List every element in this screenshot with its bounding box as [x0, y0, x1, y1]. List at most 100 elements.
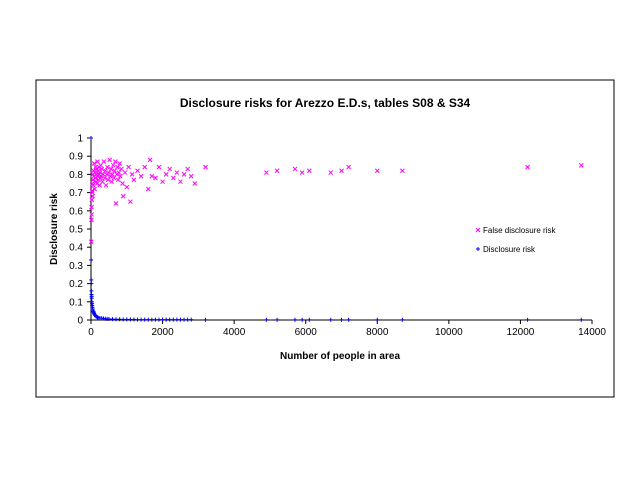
data-point	[102, 168, 108, 174]
data-point	[292, 166, 298, 172]
data-point	[578, 162, 584, 168]
data-point	[108, 166, 114, 172]
x-tick-label: 4000	[223, 327, 246, 338]
legend-item-disclosure-risk: Disclosure risk	[476, 245, 536, 254]
data-point	[109, 179, 115, 185]
data-point	[110, 172, 115, 177]
data-point	[174, 170, 180, 175]
x-tick-label: 14000	[578, 327, 606, 338]
data-point	[129, 172, 135, 177]
chart-area-border	[35, 79, 615, 398]
data-point	[110, 162, 116, 168]
y-tick-label: 0.8	[69, 170, 83, 181]
data-point	[178, 179, 183, 185]
x-ticks: 0 2000 4000 6000 8000 10000 12000 14000	[88, 320, 606, 338]
y-tick-label: 0.1	[69, 297, 83, 308]
data-point	[91, 161, 97, 166]
data-point	[89, 217, 94, 223]
data-point	[117, 317, 122, 322]
data-point	[307, 317, 312, 322]
data-point	[120, 181, 125, 186]
data-point	[167, 166, 173, 172]
data-point	[171, 317, 176, 322]
data-point	[105, 164, 110, 170]
data-point	[170, 175, 176, 181]
x-tick-label: 8000	[366, 327, 389, 338]
legend-marker	[475, 227, 481, 233]
data-point	[97, 170, 103, 175]
data-point	[98, 162, 104, 168]
legend-label: False disclosure risk	[483, 226, 556, 235]
data-point	[131, 317, 136, 322]
data-point	[135, 168, 140, 174]
x-tick-label: 6000	[295, 327, 318, 338]
data-point	[90, 182, 96, 188]
plus-marker-icon	[476, 247, 480, 251]
data-point	[292, 317, 297, 322]
y-tick-label: 0.6	[69, 206, 83, 217]
data-point	[102, 175, 107, 181]
data-point	[192, 181, 198, 186]
data-point	[264, 317, 269, 322]
y-tick-label: 0.5	[69, 225, 83, 236]
legend: False disclosure risk Disclosure risk	[475, 226, 556, 254]
data-point	[164, 317, 169, 322]
y-tick-label: 0	[77, 316, 83, 327]
data-point	[149, 317, 154, 322]
data-point	[113, 201, 119, 206]
data-point	[300, 317, 305, 322]
legend-label: Disclosure risk	[483, 245, 536, 254]
data-point	[124, 184, 130, 190]
data-point	[114, 317, 119, 322]
data-point	[89, 212, 95, 217]
data-point	[146, 317, 151, 322]
data-point	[90, 193, 95, 199]
data-point	[346, 317, 351, 322]
data-point	[120, 193, 126, 199]
data-point	[156, 317, 161, 322]
data-point	[138, 173, 144, 179]
series-1	[89, 136, 584, 322]
data-point	[579, 317, 584, 322]
data-point	[149, 173, 155, 179]
data-point	[400, 317, 405, 322]
data-point	[100, 172, 106, 177]
x-tick-label: 10000	[435, 327, 463, 338]
data-point	[178, 317, 183, 322]
data-point	[525, 164, 530, 170]
data-point	[89, 204, 94, 210]
data-point	[525, 317, 530, 322]
data-point	[153, 317, 158, 322]
data-point	[163, 172, 169, 177]
data-point	[339, 317, 344, 322]
y-axis-label: Disclosure risk	[49, 193, 60, 265]
data-point	[275, 317, 280, 322]
data-point	[110, 317, 115, 322]
data-point	[174, 317, 179, 322]
data-point	[88, 239, 94, 245]
data-point	[116, 170, 122, 175]
data-point	[89, 281, 94, 286]
series-layer	[88, 136, 584, 322]
data-point	[89, 197, 95, 203]
data-point	[185, 317, 190, 322]
data-point	[95, 159, 100, 165]
data-point	[103, 182, 109, 188]
x-axis-label: Number of people in area	[280, 351, 400, 362]
data-point	[92, 186, 97, 192]
y-tick-label: 1	[77, 134, 83, 145]
data-point	[274, 168, 280, 174]
data-point	[89, 136, 93, 140]
data-point	[145, 186, 151, 192]
data-point	[153, 175, 158, 181]
data-point	[142, 164, 148, 170]
data-point	[135, 317, 140, 322]
data-point	[89, 296, 94, 301]
data-point	[182, 317, 187, 322]
legend-marker	[476, 247, 480, 251]
data-point	[167, 317, 172, 322]
data-point	[89, 277, 94, 282]
data-point	[139, 317, 144, 322]
series-0	[88, 157, 584, 245]
